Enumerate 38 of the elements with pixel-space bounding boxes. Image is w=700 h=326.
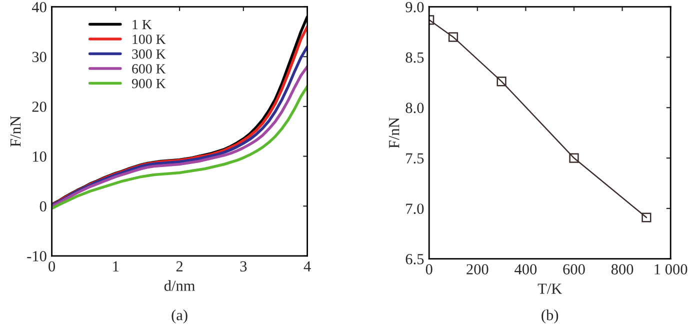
y-tick-label: 8.5 — [406, 52, 424, 63]
point — [448, 32, 458, 42]
y-tick-label: -10 — [27, 251, 46, 262]
text: (b) — [542, 310, 558, 324]
x-tick-label: 200 — [466, 264, 488, 274]
y-tick-label: 40 — [32, 2, 46, 12]
x-tick-label: 0 — [426, 264, 432, 274]
legend-label: 900 K — [132, 78, 166, 88]
y-tick-label: 0 — [40, 201, 46, 212]
y-tick-label: 20 — [32, 102, 46, 112]
y-tick-label: 30 — [32, 52, 46, 62]
x-tick-label: 1 — [113, 261, 119, 272]
x-axis-title: d/nm — [164, 280, 196, 291]
x-tick-label: 4 — [304, 261, 311, 272]
y-tick-label: 6.5 — [406, 254, 424, 264]
x-tick-label: 2 — [176, 261, 183, 272]
legend-label: 600 K — [132, 64, 166, 74]
point — [496, 76, 506, 86]
y-tick-label: 7.5 — [406, 153, 424, 164]
y-tick-label: 7.0 — [406, 204, 424, 214]
legend-label: 100 K — [132, 34, 166, 44]
x-tick-label: 800 — [611, 264, 634, 274]
legend-label: 1 K — [132, 20, 152, 30]
point — [642, 212, 652, 222]
x-tick-label: 0 — [48, 261, 56, 272]
x-tick-label: 1 000 — [654, 264, 688, 274]
x-axis-title: T/K — [538, 284, 562, 294]
y-tick-label: 9.0 — [406, 2, 424, 12]
x-tick-label: 400 — [514, 264, 537, 274]
y-axis-title: F/nN — [10, 116, 21, 147]
y-axis-title: F/nN — [389, 117, 400, 148]
text: (a) — [172, 310, 188, 324]
y-tick-label: 8.0 — [406, 102, 424, 114]
legend-label: 300 K — [132, 49, 166, 59]
y-tick-label: 10 — [33, 151, 46, 162]
x-tick-label: 600 — [563, 264, 585, 274]
point — [569, 153, 579, 163]
x-tick-label: 3 — [240, 261, 247, 272]
